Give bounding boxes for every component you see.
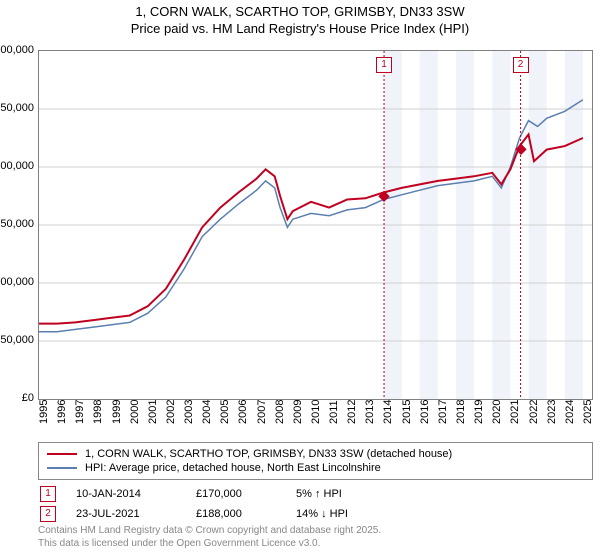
legend-label: HPI: Average price, detached house, Nort…	[85, 462, 381, 474]
x-tick-label: 2018	[455, 400, 467, 424]
sales-table: 1 10-JAN-2014 £170,000 5% ↑ HPI 2 23-JUL-2021…	[40, 484, 396, 524]
y-tick-label: £0	[22, 392, 34, 404]
x-tick-label: 2024	[564, 400, 576, 424]
x-tick-label: 1998	[92, 400, 104, 424]
y-tick-label: £50,000	[0, 334, 34, 346]
x-axis: 1995 1996 1997 1998 1999 2000 2001 2002 2003 2004…	[38, 402, 593, 442]
x-tick-label: 2003	[183, 400, 195, 424]
y-tick-label: £150,000	[0, 218, 34, 230]
footer-line2: This data is licensed under the Open Gov…	[38, 538, 320, 549]
x-tick-label: 2020	[491, 400, 503, 424]
x-tick-label: 2015	[401, 400, 413, 424]
x-tick-label: 2010	[310, 400, 322, 424]
x-tick-label: 1999	[111, 400, 123, 424]
sale-num-box: 1	[40, 486, 56, 502]
legend-swatch	[47, 467, 77, 469]
x-tick-label: 2005	[219, 400, 231, 424]
sale-date: 10-JAN-2014	[76, 488, 176, 500]
x-tick-label: 2016	[419, 400, 431, 424]
legend-label: 1, CORN WALK, SCARTHO TOP, GRIMSBY, DN33…	[85, 448, 452, 460]
y-tick-label: £300,000	[0, 44, 34, 56]
y-tick-label: £100,000	[0, 276, 34, 288]
x-tick-label: 2007	[256, 400, 268, 424]
x-tick-label: 2019	[473, 400, 485, 424]
sale-marker-label: 2	[513, 57, 529, 73]
x-tick-label: 1995	[38, 400, 50, 424]
x-tick-label: 2021	[509, 400, 521, 424]
footer-line1: Contains HM Land Registry data © Crown c…	[38, 525, 381, 536]
x-tick-label: 2013	[364, 400, 376, 424]
sale-num-box: 2	[40, 506, 56, 522]
x-tick-label: 2008	[274, 400, 286, 424]
x-tick-label: 2000	[129, 400, 141, 424]
y-tick-label: £250,000	[0, 102, 34, 114]
sale-hpi-diff: 5% ↑ HPI	[296, 488, 396, 500]
plot-area: 12	[38, 50, 593, 400]
x-tick-label: 2011	[328, 400, 340, 424]
x-tick-label: 2012	[346, 400, 358, 424]
sale-row: 1 10-JAN-2014 £170,000 5% ↑ HPI	[40, 484, 396, 504]
x-tick-label: 2023	[546, 400, 558, 424]
legend-swatch	[47, 453, 77, 455]
x-tick-label: 2009	[292, 400, 304, 424]
x-tick-label: 2025	[582, 400, 594, 424]
sale-price: £170,000	[196, 488, 276, 500]
y-tick-label: £200,000	[0, 160, 34, 172]
sale-price: £188,000	[196, 508, 276, 520]
chart-container: 1, CORN WALK, SCARTHO TOP, GRIMSBY, DN33…	[0, 0, 600, 560]
x-tick-label: 2002	[165, 400, 177, 424]
chart-title: 1, CORN WALK, SCARTHO TOP, GRIMSBY, DN33…	[0, 0, 600, 38]
legend-item: HPI: Average price, detached house, Nort…	[47, 461, 584, 475]
x-tick-label: 2014	[382, 400, 394, 424]
legend-item: 1, CORN WALK, SCARTHO TOP, GRIMSBY, DN33…	[47, 447, 584, 461]
sale-date: 23-JUL-2021	[76, 508, 176, 520]
title-line2: Price paid vs. HM Land Registry's House …	[131, 21, 469, 36]
x-tick-label: 2004	[201, 400, 213, 424]
legend: 1, CORN WALK, SCARTHO TOP, GRIMSBY, DN33…	[38, 442, 593, 480]
x-tick-label: 1997	[74, 400, 86, 424]
copyright-footer: Contains HM Land Registry data © Crown c…	[38, 524, 381, 550]
x-tick-label: 2022	[528, 400, 540, 424]
chart-svg	[39, 51, 592, 399]
x-tick-label: 2001	[147, 400, 159, 424]
x-tick-label: 2006	[237, 400, 249, 424]
sale-hpi-diff: 14% ↓ HPI	[296, 508, 396, 520]
sale-marker-label: 1	[376, 57, 392, 73]
y-axis: £0£50,000£100,000£150,000£200,000£250,00…	[0, 50, 36, 400]
title-line1: 1, CORN WALK, SCARTHO TOP, GRIMSBY, DN33…	[135, 4, 464, 19]
x-tick-label: 2017	[437, 400, 449, 424]
sale-row: 2 23-JUL-2021 £188,000 14% ↓ HPI	[40, 504, 396, 524]
x-tick-label: 1996	[56, 400, 68, 424]
